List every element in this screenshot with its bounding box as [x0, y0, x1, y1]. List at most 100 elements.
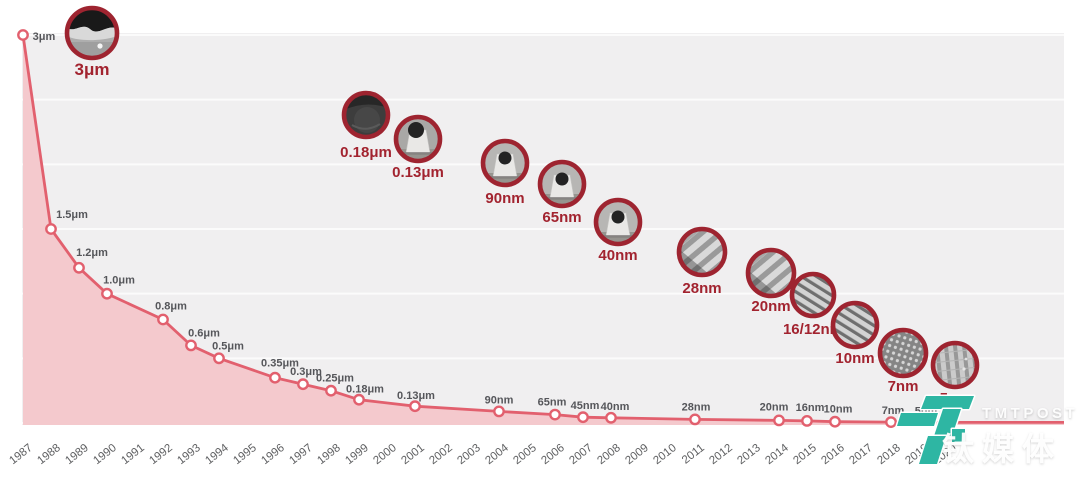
x-tick-label: 2014: [763, 442, 791, 468]
milestone-label: 5nm: [940, 390, 971, 407]
milestone-ring: [930, 340, 980, 390]
data-point-label: 0.35μm: [261, 358, 299, 370]
x-tick-label: 2000: [371, 442, 399, 467]
data-point-label: 20nm: [760, 401, 789, 413]
milestone-photo: [537, 159, 587, 209]
milestone-photo: [64, 5, 120, 61]
milestone-photo: [877, 327, 929, 379]
milestone-ring: [877, 327, 929, 379]
x-tick-label: 2017: [847, 442, 875, 467]
data-point: [801, 414, 813, 427]
data-point-label: 5nm: [915, 405, 938, 417]
data-point-label: 0.18μm: [346, 384, 384, 396]
x-tick-label: 2011: [680, 442, 707, 467]
x-tick-label: 1996: [259, 442, 287, 467]
x-tick-label: 1998: [315, 442, 343, 467]
milestone-label: 0.13μm: [392, 164, 444, 181]
data-point-label: 0.8μm: [155, 301, 187, 313]
x-tick-label: 1992: [147, 442, 175, 467]
milestone-ring: [64, 5, 120, 61]
x-tick-label: 1991: [119, 442, 147, 467]
x-tick-label: 1997: [287, 442, 315, 467]
milestone-label: 3μm: [75, 60, 110, 79]
data-point: [885, 416, 897, 428]
milestone-label: 28nm: [682, 280, 721, 297]
data-point: [605, 411, 617, 424]
x-tick-label: 2012: [707, 442, 735, 467]
data-point: [45, 223, 57, 235]
data-point-label: 1.2μm: [76, 247, 108, 259]
x-tick-label: 2008: [595, 442, 623, 467]
data-point: [689, 413, 701, 426]
milestone-ring: [393, 114, 443, 164]
milestone-ring: [480, 138, 530, 188]
x-tick-label: 2003: [455, 442, 483, 467]
data-point-label: 3μm: [33, 31, 56, 43]
x-tick-label: 2010: [651, 442, 679, 467]
milestone-ring: [537, 159, 587, 209]
data-point: [829, 415, 841, 428]
x-tick-label: 2019: [903, 442, 931, 467]
data-point-label: 65nm: [538, 397, 567, 409]
milestone-label: 65nm: [542, 209, 581, 226]
data-point: [773, 414, 785, 427]
milestone-ring: [789, 271, 837, 319]
data-point: [269, 371, 281, 384]
data-point-label: 0.6μm: [188, 327, 220, 339]
data-point-label: 1.0μm: [103, 275, 135, 287]
data-point-label: 0.13μm: [397, 390, 435, 402]
milestone-ring: [593, 197, 643, 247]
data-point: [353, 393, 365, 406]
x-tick-label: 1995: [231, 442, 259, 467]
milestone-label: 10nm: [835, 350, 874, 367]
milestone-label: 90nm: [485, 190, 524, 207]
area-fill: [23, 35, 1064, 425]
x-tick-label: 2015: [791, 442, 819, 467]
x-tick-label: 2004: [483, 442, 511, 468]
x-tick-label: 1989: [63, 442, 91, 467]
milestone-photo: [830, 300, 880, 350]
milestone-label: 7nm: [888, 378, 919, 395]
milestone-label: 20nm: [751, 298, 790, 315]
milestone-label: 40nm: [598, 247, 637, 264]
x-tick-label: 1990: [91, 442, 119, 467]
x-tick-label: 2009: [623, 442, 651, 467]
x-tick-label: 1999: [343, 442, 371, 467]
milestone-ring: [341, 90, 391, 140]
x-tick-label: 2005: [511, 442, 539, 467]
milestone-ring: [676, 226, 728, 278]
data-point: [549, 408, 561, 421]
milestone-photo: [393, 114, 443, 164]
data-point-label: 0.3μm: [290, 366, 322, 378]
x-tick-label: 2007: [567, 442, 595, 467]
milestone-photo: [930, 340, 980, 390]
data-point: [185, 339, 197, 352]
milestone-photo: [480, 138, 530, 188]
milestone-ring: [745, 247, 797, 299]
milestone-photo: [745, 247, 797, 299]
milestone-photo: [341, 90, 391, 140]
x-tick-label: 2013: [735, 442, 763, 467]
data-point: [325, 384, 337, 397]
data-point-label: 40nm: [601, 401, 630, 413]
x-tick-label: 1994: [203, 442, 231, 468]
data-point: [577, 411, 589, 424]
x-tick-label: 2006: [539, 442, 567, 467]
data-point: [157, 313, 169, 326]
data-point: [297, 378, 309, 391]
data-point-label: 0.25μm: [316, 373, 354, 385]
milestone-photo: [789, 271, 837, 319]
data-point: [17, 29, 29, 41]
data-point-label: 45nm: [571, 400, 600, 412]
milestone-photo: [676, 226, 728, 278]
data-point-label: 7nm: [882, 405, 905, 417]
data-point: [493, 405, 505, 418]
data-point-label: 10nm: [824, 404, 853, 416]
data-point-label: 16nm: [796, 402, 825, 414]
data-point: [213, 352, 225, 365]
data-point-label: 28nm: [682, 401, 711, 413]
data-point-label: 90nm: [485, 394, 514, 406]
data-point: [409, 400, 421, 413]
